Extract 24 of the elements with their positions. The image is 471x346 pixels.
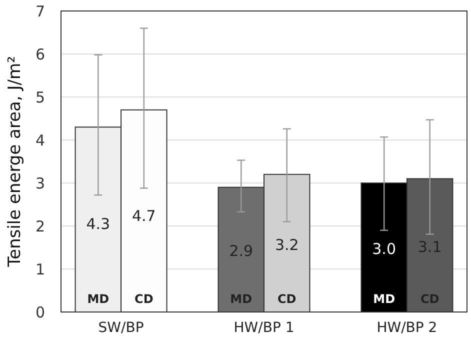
y-tick-label: 2 xyxy=(35,217,45,236)
text: CD xyxy=(277,292,296,306)
data-label: 3.2 xyxy=(274,236,299,254)
data-label: 4.3 xyxy=(86,214,110,233)
x-tick-label: SW/BP xyxy=(98,320,144,336)
data-label: 3.1 xyxy=(418,238,442,256)
y-tick-label: 6 xyxy=(35,45,45,64)
y-tick-label: 1 xyxy=(35,260,45,278)
text: MD xyxy=(230,292,252,306)
data-label: 4.7 xyxy=(132,207,156,226)
y-tick-label: 3 xyxy=(35,174,45,192)
y-axis-title: Tensile energe area, J/m² xyxy=(5,56,25,268)
text: MD xyxy=(373,292,396,306)
y-tick-label: 5 xyxy=(35,88,45,106)
y-tick-label: 0 xyxy=(35,303,45,322)
series-label: MD xyxy=(87,292,110,306)
data-label: 2.9 xyxy=(229,242,254,260)
x-tick-label: HW/BP 2 xyxy=(376,320,438,336)
x-tick-label: HW/BP 1 xyxy=(234,320,294,336)
text: CD xyxy=(420,292,440,306)
series-label: CD xyxy=(134,292,154,306)
y-tick-label: 4 xyxy=(35,131,45,150)
y-tick-label: 7 xyxy=(35,2,45,20)
data-label: 3.0 xyxy=(372,240,396,258)
